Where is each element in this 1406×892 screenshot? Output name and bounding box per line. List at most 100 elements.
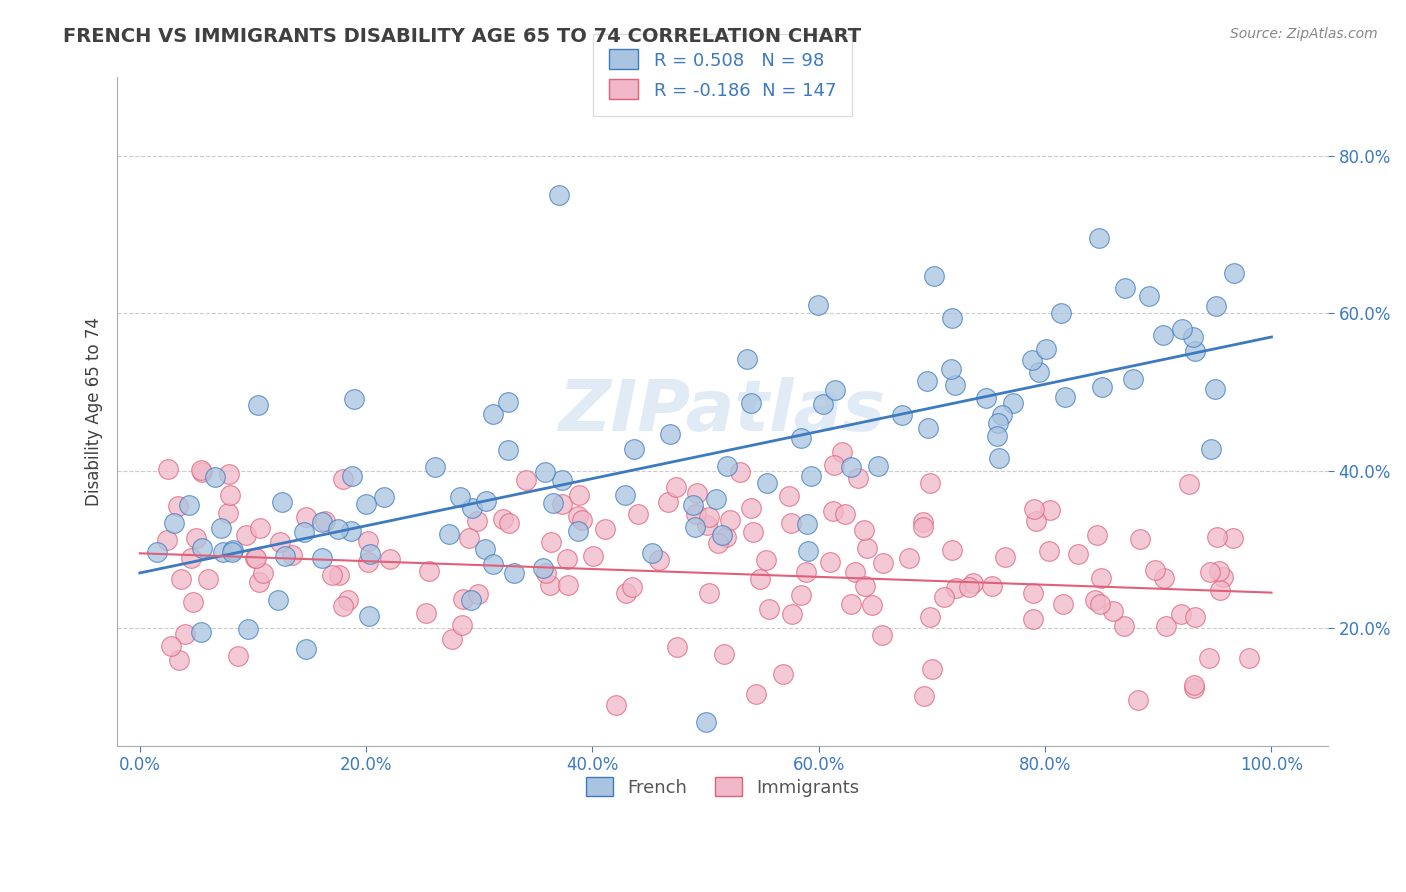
Point: [328, 523, 350, 537]
Point: [1025, 514, 1047, 528]
Point: [1182, 678, 1205, 692]
Point: [177, 498, 200, 512]
Point: [1153, 571, 1175, 585]
Point: [217, 506, 239, 520]
Point: [538, 577, 561, 591]
Point: [157, 462, 180, 476]
Point: [740, 396, 762, 410]
Point: [1114, 281, 1136, 295]
Point: [897, 550, 920, 565]
Point: [831, 445, 853, 459]
Point: [342, 469, 364, 483]
Point: [974, 391, 997, 405]
Point: [665, 480, 688, 494]
Point: [281, 548, 304, 562]
Point: [932, 590, 955, 604]
Point: [1206, 530, 1229, 544]
Point: [1144, 563, 1167, 577]
Point: [191, 465, 214, 479]
Point: [714, 530, 737, 544]
Point: [790, 588, 813, 602]
Point: [450, 618, 472, 632]
Point: [190, 624, 212, 639]
Point: [1199, 565, 1222, 579]
Point: [730, 465, 752, 479]
Point: [1050, 306, 1073, 320]
Point: [515, 473, 537, 487]
Point: [292, 525, 315, 540]
Point: [169, 572, 191, 586]
Point: [1237, 650, 1260, 665]
Point: [418, 564, 440, 578]
Point: [986, 429, 1008, 443]
Point: [156, 533, 179, 547]
Point: [218, 467, 240, 482]
Point: [682, 499, 704, 513]
Point: [648, 553, 671, 567]
Point: [834, 508, 856, 522]
Point: [1087, 231, 1109, 245]
Point: [758, 602, 780, 616]
Point: [373, 490, 395, 504]
Point: [685, 508, 707, 522]
Point: [593, 522, 616, 536]
Point: [811, 397, 834, 411]
Point: [1053, 390, 1076, 404]
Point: [959, 580, 981, 594]
Point: [247, 398, 270, 412]
Point: [496, 394, 519, 409]
Point: [226, 649, 249, 664]
Point: [796, 516, 818, 531]
Point: [332, 599, 354, 613]
Point: [357, 534, 380, 549]
Point: [295, 509, 318, 524]
Point: [174, 627, 197, 641]
Point: [1184, 343, 1206, 358]
Point: [247, 574, 270, 589]
Point: [696, 518, 718, 533]
Point: [211, 545, 233, 559]
Point: [249, 521, 271, 535]
Point: [1204, 382, 1226, 396]
Point: [440, 632, 463, 646]
Point: [451, 592, 474, 607]
Point: [222, 542, 245, 557]
Point: [180, 550, 202, 565]
Point: [839, 460, 862, 475]
Point: [491, 512, 513, 526]
Point: [912, 515, 935, 529]
Point: [503, 566, 526, 580]
Point: [481, 558, 503, 572]
Point: [336, 592, 359, 607]
Point: [328, 568, 350, 582]
Point: [735, 351, 758, 366]
Point: [755, 553, 778, 567]
Point: [797, 544, 820, 558]
Point: [918, 610, 941, 624]
Point: [356, 497, 378, 511]
Point: [146, 544, 169, 558]
Point: [941, 362, 963, 376]
Point: [704, 492, 727, 507]
Text: FRENCH VS IMMIGRANTS DISABILITY AGE 65 TO 74 CORRELATION CHART: FRENCH VS IMMIGRANTS DISABILITY AGE 65 T…: [63, 27, 862, 45]
Point: [1091, 380, 1114, 394]
Point: [357, 555, 380, 569]
Point: [571, 513, 593, 527]
Point: [314, 514, 336, 528]
Point: [567, 524, 589, 539]
Point: [1209, 583, 1232, 598]
Point: [716, 459, 738, 474]
Point: [1038, 544, 1060, 558]
Point: [921, 662, 943, 676]
Point: [359, 547, 381, 561]
Point: [163, 516, 186, 530]
Point: [614, 585, 637, 599]
Point: [1088, 597, 1111, 611]
Point: [711, 528, 734, 542]
Text: Source: ZipAtlas.com: Source: ZipAtlas.com: [1230, 27, 1378, 41]
Point: [1208, 564, 1230, 578]
Point: [449, 490, 471, 504]
Point: [1101, 604, 1123, 618]
Point: [627, 507, 650, 521]
Point: [1085, 528, 1108, 542]
